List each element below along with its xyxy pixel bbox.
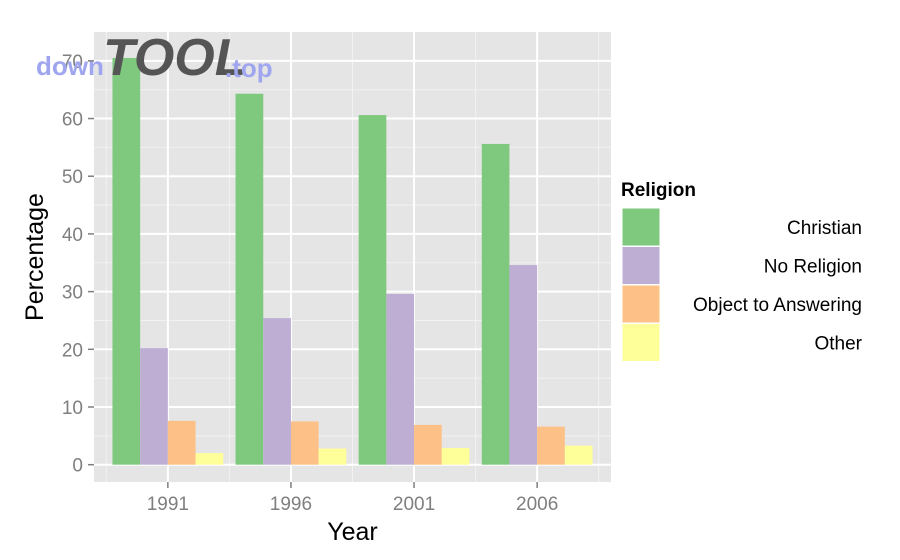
x-tick-label: 1996 [270,494,312,515]
legend: Religion Christian No Religion Object to A… [621,180,863,362]
legend-label-object-to-answering: Object to Answering [693,295,862,316]
x-axis-title: Year [327,518,378,546]
y-tick-labels: 0 10 20 30 40 50 60 70 [62,52,83,477]
legend-label-other: Other [814,334,862,355]
y-tick-label: 60 [62,110,83,131]
y-tick-label: 20 [62,340,83,361]
y-tick-label: 50 [62,167,83,188]
bar-no-religion-1991 [140,348,168,465]
bar-christian-1991 [112,57,141,465]
y-tick-label: 10 [62,398,83,419]
legend-items: Christian No Religion Object to Answering O… [621,207,863,362]
bar-no-religion-1996 [263,318,291,465]
bars [112,57,593,465]
x-tick-labels: 1991 1996 2001 2006 [147,494,559,515]
legend-label-christian: Christian [787,218,862,239]
grid-major [94,32,611,482]
x-tick-label: 1991 [147,494,189,515]
axis-ticks [88,60,538,488]
bar-other-1996 [318,448,347,465]
bar-other-2006 [564,445,593,465]
x-tick-label: 2001 [393,494,435,515]
bar-object-to-answering-2001 [414,424,442,465]
legend-key-no-religion [621,246,661,285]
bar-no-religion-2001 [386,293,415,465]
bar-object-to-answering-1991 [167,420,196,465]
y-tick-label: 70 [62,52,83,73]
legend-key-object-to-answering [621,284,661,324]
y-tick-label: 30 [62,283,83,304]
bar-other-2001 [441,447,470,465]
x-tick-label: 2006 [516,494,558,515]
bar-object-to-answering-1996 [290,421,319,465]
legend-label-no-religion: No Religion [764,257,862,278]
watermark-top: .top [225,53,273,83]
y-tick-label: 40 [62,225,83,246]
bar-object-to-answering-2006 [537,426,565,465]
bar-no-religion-2006 [509,265,538,465]
legend-title: Religion [621,180,696,201]
bar-christian-2006 [481,143,510,465]
legend-key-christian [621,207,661,247]
watermark-down: down [36,51,104,81]
bar-christian-1996 [235,93,264,465]
watermark-tool: TOOL [103,29,246,87]
y-tick-label: 0 [72,456,83,477]
bar-other-1991 [195,453,224,465]
y-axis-title: Percentage [21,193,49,321]
legend-key-other [621,323,661,362]
watermark-logo: down TOOL .top [36,29,273,87]
bar-christian-2001 [358,115,387,465]
